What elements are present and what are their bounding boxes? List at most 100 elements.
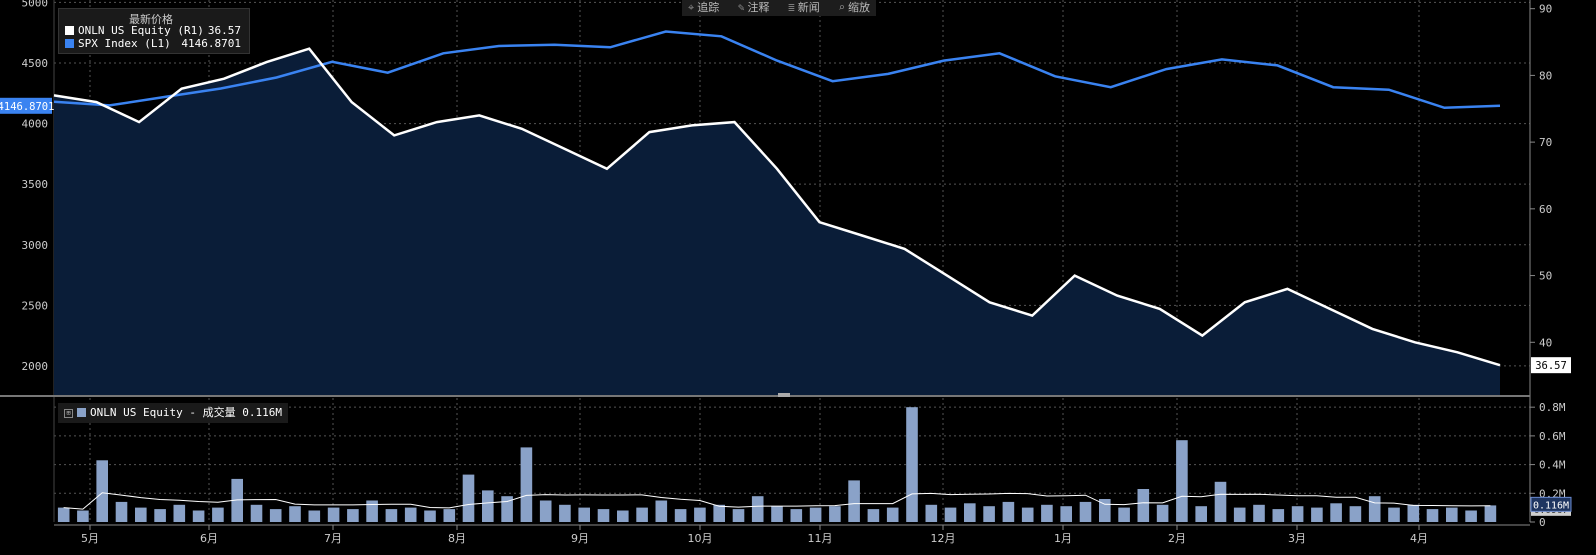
- volume-bar: [829, 506, 841, 522]
- volume-bar: [115, 501, 128, 522]
- volume-bar: [77, 510, 89, 522]
- volume-bar: [886, 507, 899, 522]
- right-axis-tick-label: 80: [1539, 69, 1552, 82]
- x-axis-tick-label: 4月: [1410, 532, 1428, 545]
- chart-toolbar: ⌖ 追踪 ✎ 注释 ≣ 新闻 ⌕ 缩放: [682, 0, 876, 16]
- magnifier-icon: ⌕: [838, 1, 845, 14]
- volume-bar: [1349, 506, 1362, 522]
- legend-item-onln[interactable]: ONLN US Equity (R1) 36.57: [65, 24, 243, 37]
- volume-bar: [1330, 503, 1342, 522]
- right-axis-tick-label: 90: [1539, 3, 1552, 16]
- volume-axis-tick-label: 0.6M: [1539, 430, 1566, 443]
- volume-bar: [1291, 506, 1304, 522]
- volume-bar: [462, 474, 475, 522]
- volume-bar: [790, 509, 803, 522]
- legend-item-spx[interactable]: SPX Index (L1) 4146.8701: [65, 37, 243, 50]
- legend-onln-value: 36.57: [207, 24, 241, 37]
- x-axis-tick-label: 12月: [931, 532, 956, 545]
- volume-bar: [96, 460, 108, 522]
- zoom-label: 缩放: [847, 1, 870, 14]
- volume-bar: [983, 506, 995, 522]
- volume-bar: [231, 478, 243, 522]
- volume-axis-tick-label: 0.8M: [1539, 401, 1566, 414]
- volume-bar: [1137, 489, 1150, 522]
- volume-swatch: [77, 408, 86, 417]
- volume-bar: [482, 490, 494, 522]
- pane-splitter-handle[interactable]: [778, 393, 790, 397]
- volume-bar: [1407, 504, 1420, 522]
- x-axis-tick-label: 2月: [1168, 532, 1186, 545]
- volume-bar: [732, 509, 745, 522]
- right-axis-tick-label: 70: [1539, 136, 1552, 149]
- volume-bar: [751, 496, 764, 522]
- volume-bar: [424, 510, 436, 522]
- volume-bar: [848, 480, 860, 522]
- volume-bar: [771, 506, 783, 522]
- trace-button[interactable]: ⌖ 追踪: [682, 0, 725, 16]
- volume-bar: [1156, 504, 1169, 522]
- legend-spx-name: SPX Index (L1): [78, 37, 171, 50]
- volume-bar: [617, 510, 629, 522]
- annotate-button[interactable]: ✎ 注释: [732, 0, 776, 16]
- legend-onln-name: ONLN US Equity (R1): [78, 24, 204, 37]
- volume-bar: [1060, 506, 1072, 522]
- legend-title: 最新价格: [129, 13, 173, 26]
- volume-moving-average-line: [63, 492, 1491, 510]
- volume-bar: [906, 407, 918, 522]
- volume-bar: [1002, 501, 1015, 522]
- volume-last-value-text: 0.116M: [1533, 500, 1569, 511]
- volume-bar: [1079, 501, 1092, 522]
- volume-bar: [1446, 507, 1458, 522]
- volume-bar: [809, 507, 822, 522]
- crosshair-icon: ⌖: [688, 1, 695, 14]
- volume-bar: [1041, 504, 1053, 522]
- volume-bar: [269, 509, 282, 522]
- right-axis-tick-label: 50: [1539, 270, 1552, 283]
- volume-bar: [1368, 496, 1381, 522]
- volume-bar: [1118, 507, 1130, 522]
- volume-bar: [597, 509, 610, 522]
- x-axis-tick-label: 3月: [1288, 532, 1306, 545]
- volume-bar: [1253, 504, 1265, 522]
- volume-bar: [173, 504, 186, 522]
- left-axis-tick-label: 2500: [22, 299, 49, 312]
- volume-bar: [520, 447, 533, 522]
- volume-bar: [925, 504, 938, 522]
- volume-axis-tick-label: 0.4M: [1539, 459, 1566, 472]
- volume-bar: [212, 507, 224, 522]
- volume-last-value-tag: [1530, 496, 1572, 512]
- volume-bar: [1311, 507, 1323, 522]
- right-axis-tick-label: 60: [1539, 203, 1552, 216]
- volume-bar: [539, 500, 552, 522]
- news-icon: ≣: [788, 1, 795, 14]
- volume-bar: [559, 504, 571, 522]
- volume-bar: [1233, 507, 1246, 522]
- onln-series-line[interactable]: [53, 47, 1501, 367]
- volume-bar: [57, 507, 70, 522]
- left-axis-tick-label: 2000: [22, 360, 49, 373]
- volume-bar: [1426, 509, 1439, 522]
- annotate-label: 注释: [747, 1, 770, 14]
- zoom-button[interactable]: ⌕ 缩放: [832, 0, 876, 16]
- pencil-icon: ✎: [737, 1, 745, 14]
- volume-bar: [347, 509, 359, 522]
- spx-last-value-text: 4146.8701: [0, 101, 54, 113]
- x-axis-tick-label: 7月: [324, 532, 342, 545]
- volume-bar: [1465, 510, 1477, 522]
- volume-bar: [250, 504, 263, 522]
- volume-bar: [694, 507, 706, 522]
- volume-bar: [867, 509, 880, 522]
- news-button[interactable]: ≣ 新闻: [782, 0, 826, 16]
- onln-last-value-tag: [1531, 357, 1571, 374]
- onln-area-fill: [54, 48, 1500, 395]
- volume-bar: [655, 500, 668, 522]
- volume-bar: [1272, 509, 1285, 522]
- volume-bar: [385, 509, 398, 522]
- volume-legend-label: ONLN US Equity - 成交量 0.116M: [90, 406, 282, 419]
- spx-series-line[interactable]: [53, 30, 1501, 110]
- expand-icon[interactable]: ⊞: [64, 409, 73, 418]
- volume-bar: [578, 507, 590, 522]
- volume-legend[interactable]: ⊞ ONLN US Equity - 成交量 0.116M: [58, 403, 288, 423]
- volume-bar: [713, 504, 725, 522]
